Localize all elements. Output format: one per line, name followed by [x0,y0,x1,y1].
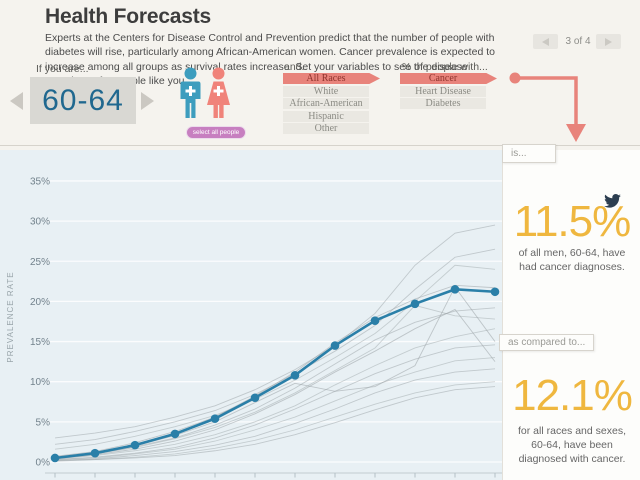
select-all-people-button[interactable]: select all people [186,126,246,139]
option-other[interactable]: Other [283,123,369,134]
pagination-count: 3 of 4 [565,36,591,47]
age-next-button[interactable] [141,92,154,110]
option-hispanic[interactable]: Hispanic [283,110,369,122]
header-divider [0,145,640,146]
race-option-list: All Races White African-American Hispanic Ot… [283,73,380,136]
people-selector[interactable] [177,67,233,129]
svg-text:0%: 0% [36,458,51,469]
svg-text:20%: 20% [30,297,50,308]
secondary-value: 12.1% [512,371,633,420]
svg-text:25%: 25% [30,257,50,268]
pagination-prev-button[interactable] [533,34,558,49]
page-title: Health Forecasts [45,5,212,28]
flow-arrow-icon [509,72,586,142]
svg-text:30%: 30% [30,217,50,228]
option-all-races[interactable]: All Races [283,73,380,84]
svg-text:35%: 35% [30,176,50,187]
results-panel: 11.5% of all men, 60-64, have had cancer… [502,150,640,480]
disease-label: % of people with... [402,61,488,73]
pagination: 3 of 4 [533,34,625,50]
secondary-caption: for all races and sexes, 60-64, have bee… [518,425,626,466]
pagination-next-button[interactable] [596,34,621,49]
primary-caption: of all men, 60-64, have had cancer diagn… [518,247,626,274]
twitter-icon[interactable] [604,194,621,208]
primary-value: 11.5% [513,197,632,246]
disease-option-list: Cancer Heart Disease Diabetes [400,73,497,111]
race-label: and.. [284,61,308,73]
age-selector[interactable]: 60-64 [30,77,136,124]
svg-text:5%: 5% [36,417,51,428]
age-prev-button[interactable] [10,92,23,110]
option-cancer[interactable]: Cancer [400,73,497,84]
svg-text:PREVALENCE RATE: PREVALENCE RATE [6,271,15,362]
option-african-american[interactable]: African-American [283,98,369,109]
prevalence-chart-svg: 0% 5% 10% 15% 20% 25% 30% 35% PREVALENCE RATE [6,176,502,478]
prevalence-chart: 0% 5% 10% 15% 20% 25% 30% 35% PREVALENCE RATE [0,150,502,480]
option-heart-disease[interactable]: Heart Disease [400,85,486,97]
svg-text:10%: 10% [30,377,50,388]
option-white[interactable]: White [283,85,369,97]
option-diabetes[interactable]: Diabetes [400,98,486,109]
male-icon [180,67,201,118]
is-tag: is... [502,144,556,163]
female-icon [207,67,230,118]
chevron-left-icon [542,37,549,46]
male-female-icons [180,67,230,118]
age-label: If you are... [36,63,89,75]
compared-to-tag: as compared to... [499,334,594,351]
age-value: 60-64 [42,83,124,117]
svg-text:15%: 15% [30,337,50,348]
chevron-right-icon [605,37,612,46]
